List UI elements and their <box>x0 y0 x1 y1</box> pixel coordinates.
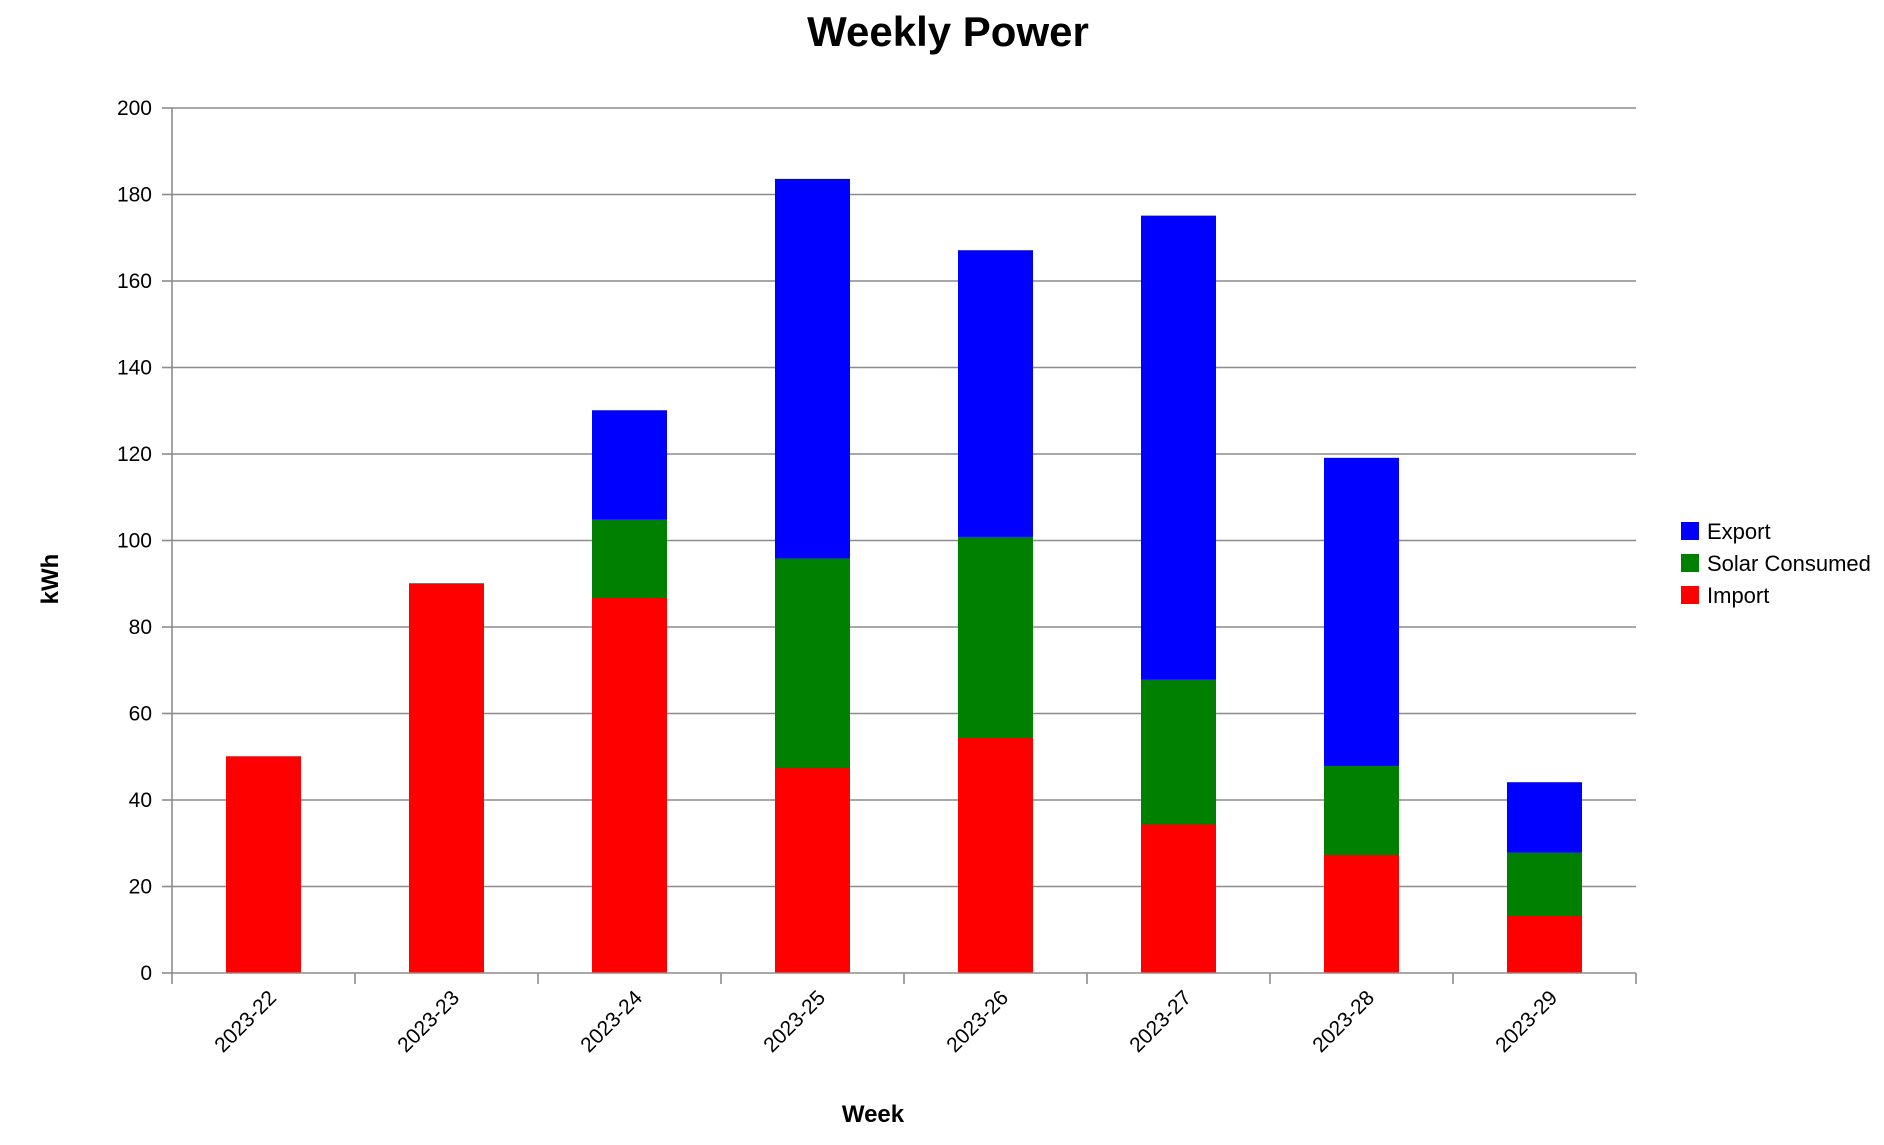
bar-import-2023-22 <box>226 756 301 974</box>
y-tick-label: 180 <box>117 184 152 207</box>
x-tick-label: 2023-27 <box>1125 986 1196 1057</box>
bar-export-2023-25 <box>775 178 850 559</box>
x-tick-label: 2023-26 <box>942 986 1013 1057</box>
bar-solar-consumed-2023-27 <box>1141 678 1216 825</box>
legend-swatch-export <box>1681 522 1699 540</box>
y-tick-label: 200 <box>117 97 152 120</box>
bar-import-2023-29 <box>1507 914 1582 974</box>
axes <box>162 107 1637 984</box>
bar-export-2023-28 <box>1324 457 1399 766</box>
y-tick-label: 100 <box>117 530 152 553</box>
y-tick-label: 0 <box>140 962 152 985</box>
legend-label: Solar Consumed <box>1707 551 1871 576</box>
bar-solar-consumed-2023-28 <box>1324 764 1399 855</box>
x-tick-label: 2023-24 <box>576 986 647 1057</box>
bar-solar-consumed-2023-29 <box>1507 851 1582 916</box>
bar-import-2023-25 <box>775 767 850 974</box>
x-tick-labels: 2023-22 2023-23 2023-24 2023-25 2023-26 2023-… <box>210 986 1562 1057</box>
chart-title: Weekly Power <box>807 8 1089 55</box>
bar-export-2023-29 <box>1507 782 1582 853</box>
bar-import-2023-28 <box>1324 853 1399 974</box>
bar-export-2023-26 <box>958 250 1033 537</box>
bar-solar-consumed-2023-26 <box>958 535 1033 738</box>
x-tick-label: 2023-28 <box>1308 986 1379 1057</box>
bar-export-2023-24 <box>592 410 667 520</box>
y-tick-label: 80 <box>129 616 152 639</box>
x-tick-label: 2023-29 <box>1491 986 1562 1057</box>
bar-export-2023-27 <box>1141 215 1216 680</box>
y-tick-label: 20 <box>129 876 152 899</box>
bars <box>226 178 1582 974</box>
y-tick-label: 60 <box>129 703 152 726</box>
y-tick-label: 120 <box>117 443 152 466</box>
y-axis-title: kWh <box>37 554 64 605</box>
bar-solar-consumed-2023-25 <box>775 557 850 769</box>
bar-import-2023-24 <box>592 596 667 974</box>
y-tick-labels: 0 20 40 60 80 100 120 140 160 180 200 <box>117 97 152 985</box>
y-tick-label: 40 <box>129 789 152 812</box>
x-tick-label: 2023-25 <box>759 986 830 1057</box>
legend-swatch-solar-consumed <box>1681 554 1699 572</box>
y-tick-label: 140 <box>117 357 152 380</box>
legend-label: Import <box>1707 583 1769 608</box>
bar-solar-consumed-2023-24 <box>592 518 667 598</box>
gridlines <box>172 107 1636 888</box>
bar-import-2023-23 <box>409 583 484 974</box>
bar-import-2023-26 <box>958 736 1033 974</box>
x-tick-label: 2023-23 <box>393 986 464 1057</box>
bar-import-2023-27 <box>1141 823 1216 974</box>
legend-swatch-import <box>1681 586 1699 604</box>
x-tick-label: 2023-22 <box>210 986 281 1057</box>
y-tick-label: 160 <box>117 270 152 293</box>
legend: Export Solar Consumed Import <box>1681 519 1871 608</box>
legend-label: Export <box>1707 519 1771 544</box>
x-axis-title: Week <box>842 1101 905 1128</box>
